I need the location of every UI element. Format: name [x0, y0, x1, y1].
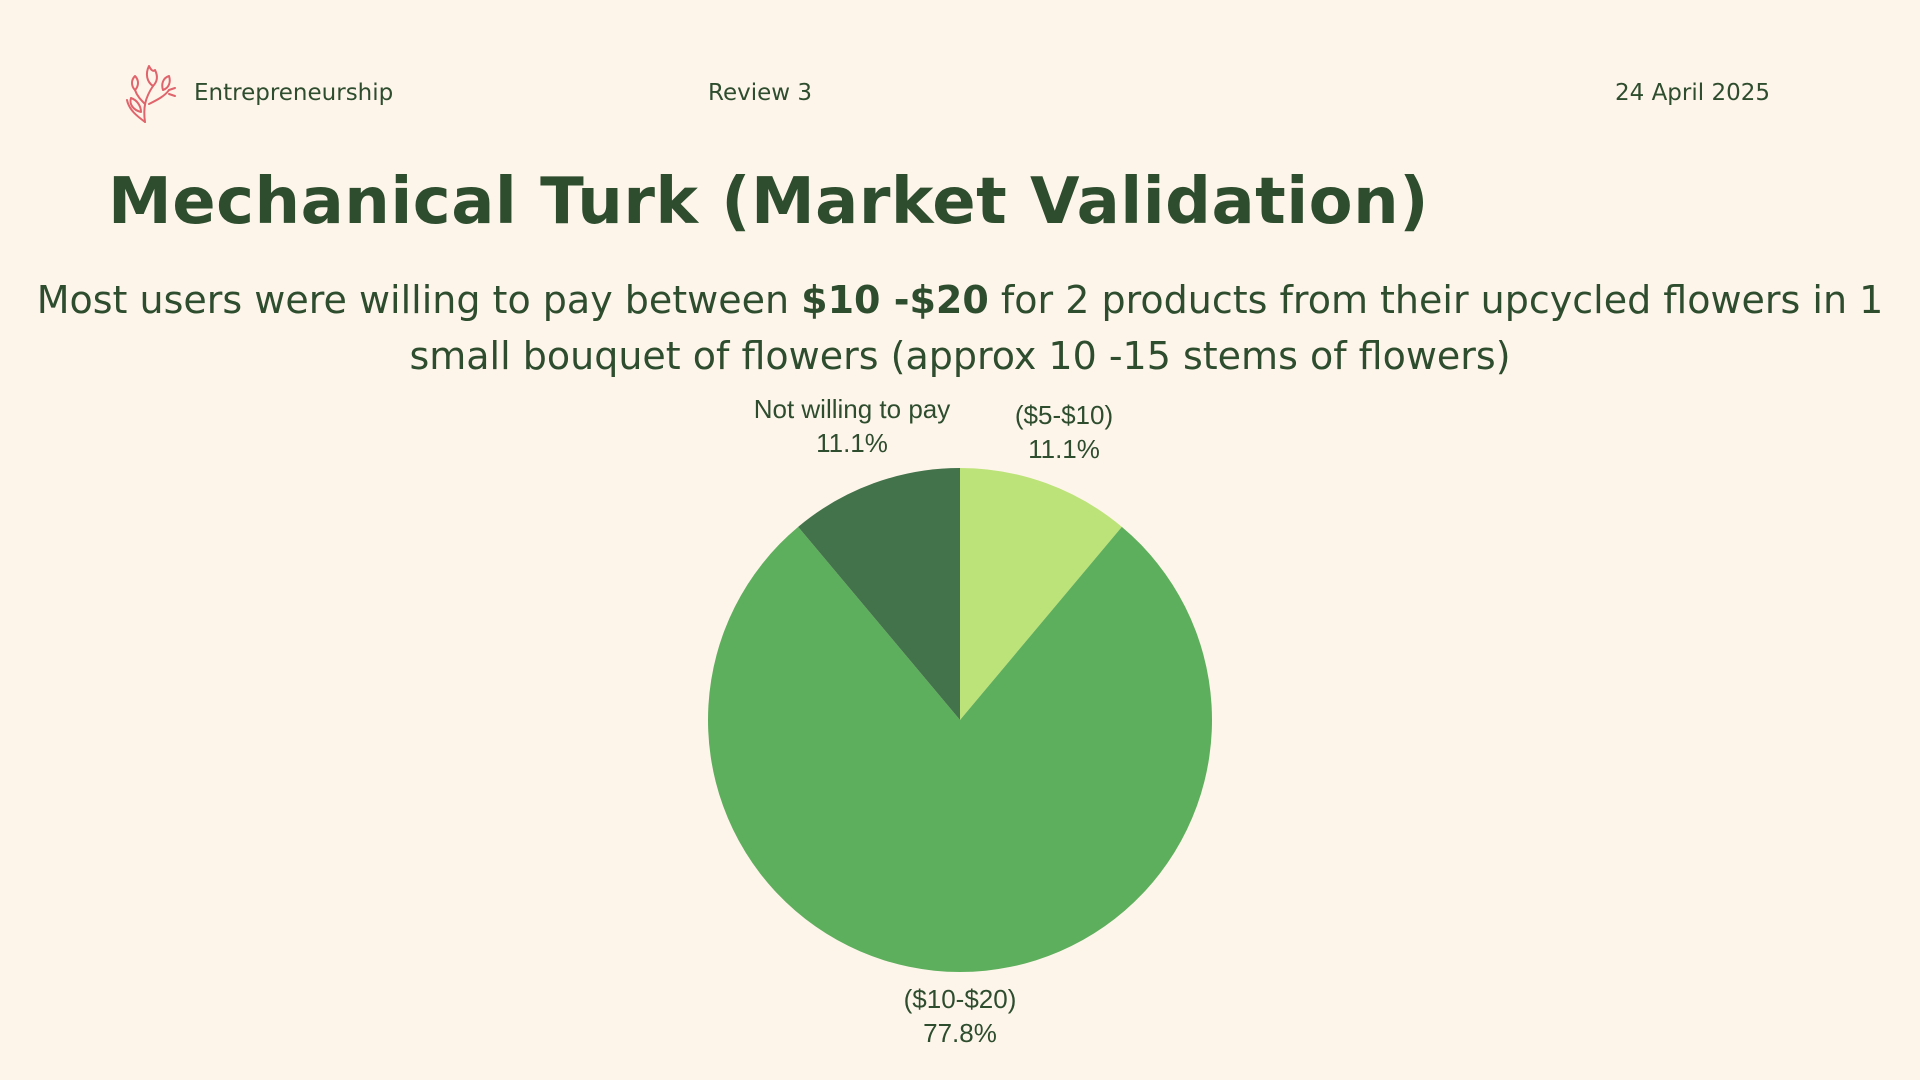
slice-label: ($5-$10): [1015, 400, 1113, 430]
slice-label: Not willing to pay: [754, 394, 951, 424]
pie-slice: [798, 468, 960, 720]
pie-slice: [708, 526, 1212, 972]
slice-percent-label: 11.1%: [816, 428, 888, 458]
subtitle-part-1: Most users were willing to pay between: [36, 278, 802, 322]
slice-label: ($10-$20): [904, 984, 1017, 1014]
subtitle-part-2: for 2 products from their upcycled flowe…: [409, 278, 1884, 378]
slice-percent-label: 11.1%: [1028, 434, 1100, 464]
review-label: Review 3: [708, 80, 813, 106]
tulip-flower-icon: [126, 65, 176, 123]
slice-percent-label: 77.8%: [923, 1018, 997, 1048]
subtitle-highlight: $10 -$20: [801, 278, 989, 322]
date-label: 24 April 2025: [1615, 80, 1770, 106]
page-title: Mechanical Turk (Market Validation): [108, 165, 1429, 239]
subtitle: Most users were willing to pay between $…: [0, 272, 1920, 384]
brand-label: Entrepreneurship: [194, 80, 394, 106]
pie-slice: [960, 468, 1122, 720]
